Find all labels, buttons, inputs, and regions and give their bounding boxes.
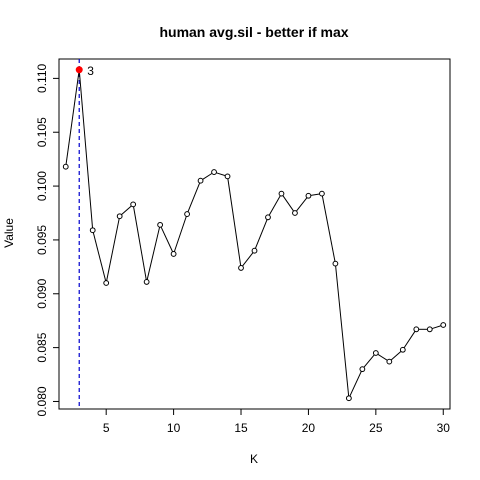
data-point — [319, 190, 325, 197]
data-point — [184, 211, 190, 217]
series-segment — [335, 265, 350, 396]
data-point — [426, 326, 433, 333]
data-point — [399, 346, 406, 353]
series-segment — [160, 226, 174, 252]
series-segment — [202, 172, 213, 180]
series-segment — [92, 232, 107, 281]
data-point — [372, 350, 379, 356]
y-tick-label: 0.095 — [35, 225, 49, 255]
series-segment — [242, 252, 254, 267]
y-tick-label: 0.090 — [35, 278, 49, 308]
series-segment — [133, 206, 147, 280]
series-line-layer — [65, 72, 442, 397]
optimum-label: 3 — [87, 64, 94, 78]
y-tick-label: 0.085 — [35, 332, 49, 362]
data-point — [251, 247, 258, 254]
chart-title: human avg.sil - better if max — [159, 24, 348, 40]
data-point — [345, 395, 352, 402]
data-point — [211, 169, 217, 175]
data-point — [197, 177, 204, 184]
x-tick-label: 15 — [234, 421, 248, 435]
series-segment — [282, 195, 294, 212]
data-point — [278, 190, 285, 197]
series-segment — [390, 350, 402, 361]
data-point — [265, 214, 271, 221]
x-tick-label: 20 — [302, 421, 316, 435]
data-point — [89, 227, 96, 234]
series-segment — [321, 195, 336, 262]
series-segment — [173, 216, 187, 252]
x-tick-label: 25 — [369, 421, 383, 435]
series-segment — [296, 197, 308, 212]
y-tick-label: 0.110 — [35, 63, 49, 92]
series-segment — [377, 353, 388, 361]
data-point — [386, 358, 393, 365]
data-point — [157, 221, 164, 228]
series-segment — [227, 178, 242, 266]
series-segment — [310, 193, 320, 196]
series-segment — [254, 219, 268, 249]
annotation-layer: 3 — [75, 64, 94, 78]
data-point — [359, 366, 366, 373]
y-tick-label: 0.100 — [35, 171, 49, 201]
y-axis: 0.080 0.085 0.090 0.095 0.100 0.105 0.110 — [35, 63, 59, 416]
series-segment — [146, 227, 161, 280]
series-segment — [268, 195, 281, 216]
data-point — [440, 322, 447, 328]
series-segment — [78, 72, 94, 228]
optimum-point — [75, 66, 83, 74]
series-segment — [65, 72, 80, 165]
series-segment — [106, 218, 120, 281]
data-point — [224, 173, 231, 180]
data-point — [305, 192, 312, 199]
x-tick-label: 5 — [103, 421, 110, 435]
x-axis-label: K — [250, 452, 258, 466]
x-tick-label: 10 — [167, 421, 181, 435]
data-point — [238, 265, 244, 271]
x-axis: 5 10 15 20 25 30 — [103, 409, 450, 435]
plot-frame — [58, 58, 451, 410]
y-axis-label: Value — [2, 218, 16, 248]
series-segment — [363, 354, 375, 368]
data-point — [170, 251, 177, 257]
data-point — [130, 201, 137, 208]
data-point — [62, 163, 69, 170]
series-segment — [187, 182, 201, 213]
y-tick-label: 0.105 — [35, 117, 49, 147]
series-segment — [121, 205, 132, 216]
series-segment — [431, 325, 442, 330]
series-segment — [216, 172, 226, 177]
data-point — [116, 213, 123, 220]
data-point — [103, 280, 110, 286]
data-point — [143, 279, 150, 285]
y-tick-label: 0.080 — [35, 386, 49, 416]
x-tick-label: 30 — [437, 421, 451, 435]
series-segment — [403, 331, 416, 349]
data-point — [332, 260, 339, 267]
series-segment — [349, 371, 362, 397]
data-point — [413, 326, 420, 333]
series-points-layer — [62, 66, 447, 402]
data-point — [292, 210, 298, 216]
